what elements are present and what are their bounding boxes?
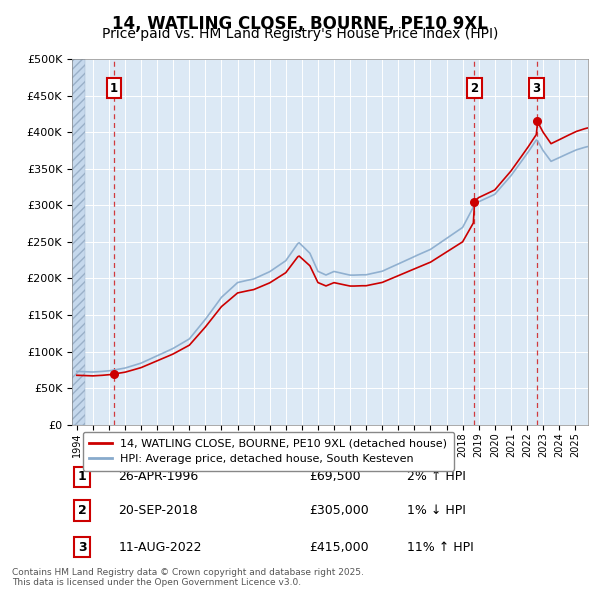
- Text: 3: 3: [533, 82, 541, 95]
- Text: 2: 2: [470, 82, 478, 95]
- Text: 20-SEP-2018: 20-SEP-2018: [118, 504, 198, 517]
- Text: 11% ↑ HPI: 11% ↑ HPI: [407, 541, 474, 554]
- Bar: [72, 59, 85, 425]
- Text: £69,500: £69,500: [310, 470, 361, 483]
- Text: 26-APR-1996: 26-APR-1996: [118, 470, 199, 483]
- Text: 2% ↑ HPI: 2% ↑ HPI: [407, 470, 466, 483]
- Text: 1: 1: [78, 470, 86, 483]
- Text: £305,000: £305,000: [310, 504, 369, 517]
- Legend: 14, WATLING CLOSE, BOURNE, PE10 9XL (detached house), HPI: Average price, detach: 14, WATLING CLOSE, BOURNE, PE10 9XL (det…: [83, 432, 454, 471]
- Text: 14, WATLING CLOSE, BOURNE, PE10 9XL: 14, WATLING CLOSE, BOURNE, PE10 9XL: [112, 15, 488, 33]
- Text: 1% ↓ HPI: 1% ↓ HPI: [407, 504, 466, 517]
- Text: 3: 3: [78, 541, 86, 554]
- Text: 11-AUG-2022: 11-AUG-2022: [118, 541, 202, 554]
- Text: 2: 2: [78, 504, 86, 517]
- Text: £415,000: £415,000: [310, 541, 369, 554]
- Text: Contains HM Land Registry data © Crown copyright and database right 2025.
This d: Contains HM Land Registry data © Crown c…: [12, 568, 364, 587]
- Text: Price paid vs. HM Land Registry's House Price Index (HPI): Price paid vs. HM Land Registry's House …: [102, 27, 498, 41]
- Text: 1: 1: [110, 82, 118, 95]
